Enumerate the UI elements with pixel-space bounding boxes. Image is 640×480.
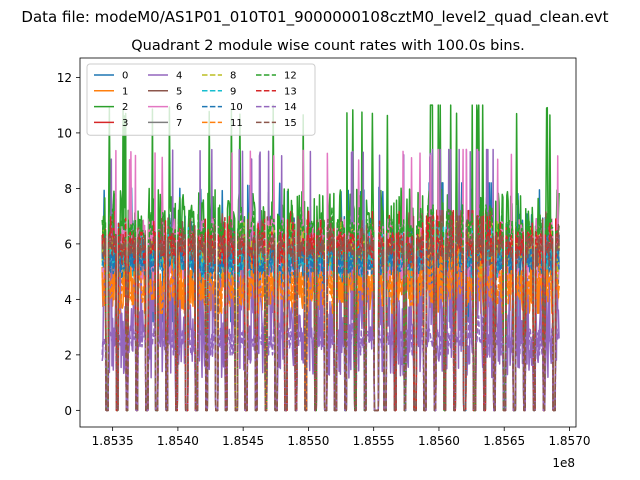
figure-suptitle: Data file: modeM0/AS1P01_010T01_90000001…: [21, 8, 608, 27]
series-line-14: [101, 315, 560, 412]
x-tick-label: 1.8550: [287, 434, 329, 448]
legend-box: [86, 63, 316, 136]
plot-area: [101, 104, 560, 412]
x-tick-label: 1.8570: [548, 434, 590, 448]
legend-label-6: 6: [176, 102, 182, 113]
legend-label-3: 3: [122, 118, 128, 129]
y-tick-label: 0: [64, 404, 72, 418]
axes: 1.8535 1.8540 1.8545 1.8550 1.8555 1.8560 1.85…: [57, 57, 590, 448]
legend-label-12: 12: [284, 71, 297, 82]
legend-label-11: 11: [230, 118, 243, 129]
legend-label-4: 4: [176, 71, 182, 82]
y-tick-label: 8: [64, 182, 72, 196]
legend-label-7: 7: [176, 118, 182, 129]
series-line-15: [101, 215, 560, 412]
legend-label-2: 2: [122, 102, 128, 113]
y-tick-label: 6: [64, 237, 72, 251]
x-tick-label: 1.8535: [92, 434, 134, 448]
legend-label-5: 5: [176, 86, 182, 97]
y-tick-label: 10: [57, 126, 72, 140]
legend-label-8: 8: [230, 71, 236, 82]
legend-label-0: 0: [122, 71, 128, 82]
legend-label-15: 15: [284, 118, 297, 129]
legend-label-9: 9: [230, 86, 236, 97]
legend-label-13: 13: [284, 86, 297, 97]
legend-label-1: 1: [122, 86, 128, 97]
legend-label-10: 10: [230, 102, 243, 113]
x-offset-label: 1e8: [552, 456, 575, 470]
x-tick-label: 1.8545: [222, 434, 264, 448]
axes-frame: [79, 57, 577, 428]
y-tick-label: 12: [57, 71, 72, 85]
x-tick-label: 1.8540: [157, 434, 199, 448]
x-tick-label: 1.8565: [483, 434, 525, 448]
legend-label-14: 14: [284, 102, 297, 113]
y-tick-label: 4: [64, 293, 72, 307]
chart-title: Quadrant 2 module wise count rates with …: [131, 38, 525, 54]
y-tick-label: 2: [64, 348, 72, 362]
x-tick-label: 1.8560: [418, 434, 460, 448]
x-tick-label: 1.8555: [353, 434, 395, 448]
